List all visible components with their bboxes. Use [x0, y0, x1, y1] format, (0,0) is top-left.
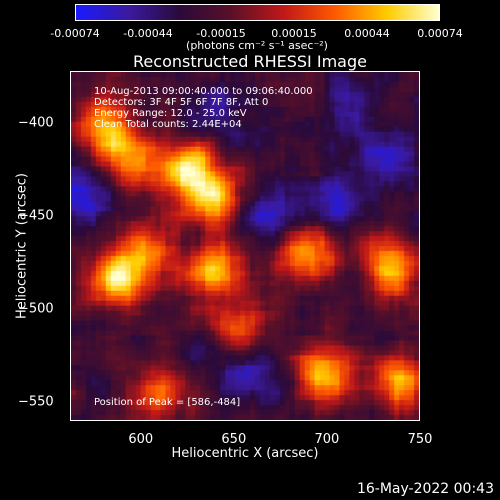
- info-clean-counts: Clean Total counts: 2.44E+04: [94, 119, 242, 130]
- info-panel: 10-Aug-2013 09:00:40.000 to 09:06:40.000…: [94, 86, 313, 130]
- info-detectors: Detectors: 3F 4F 5F 6F 7F 8F, Att 0: [94, 97, 269, 108]
- colorbar-tick-label: 0.00044: [344, 27, 390, 40]
- y-tick-label: −550: [18, 394, 54, 410]
- info-energy-range: Energy Range: 12.0 - 25.0 keV: [94, 108, 247, 119]
- x-axis-label: Heliocentric X (arcsec): [171, 446, 319, 461]
- colorbar-tick-label: -0.00044: [123, 27, 173, 40]
- x-tick-label: 600: [128, 432, 154, 447]
- x-tick-label: 700: [314, 432, 340, 447]
- colorbar: [75, 4, 440, 21]
- plot-title: Reconstructed RHESSI Image: [133, 52, 367, 71]
- x-tick-label: 750: [407, 432, 433, 447]
- peak-position-label: Position of Peak = [586,-484]: [94, 397, 241, 408]
- y-tick-label: −400: [18, 115, 54, 131]
- x-tick-label: 650: [221, 432, 247, 447]
- timestamp: 16-May-2022 00:43: [356, 481, 494, 497]
- y-axis-label: Heliocentric Y (arcsec): [14, 173, 30, 319]
- heatmap-image: [71, 72, 419, 420]
- colorbar-tick-label: -0.00074: [50, 27, 100, 40]
- colorbar-units: (photons cm⁻² s⁻¹ asec⁻²): [186, 39, 328, 52]
- y-tick-label: −450: [18, 208, 54, 224]
- y-tick-label: −500: [18, 301, 54, 317]
- colorbar-tick-label: 0.00015: [271, 27, 317, 40]
- info-time-range: 10-Aug-2013 09:00:40.000 to 09:06:40.000: [94, 86, 313, 97]
- colorbar-tick-label: -0.00015: [196, 27, 246, 40]
- colorbar-tick-label: 0.00074: [417, 27, 463, 40]
- plot-area: [70, 71, 420, 421]
